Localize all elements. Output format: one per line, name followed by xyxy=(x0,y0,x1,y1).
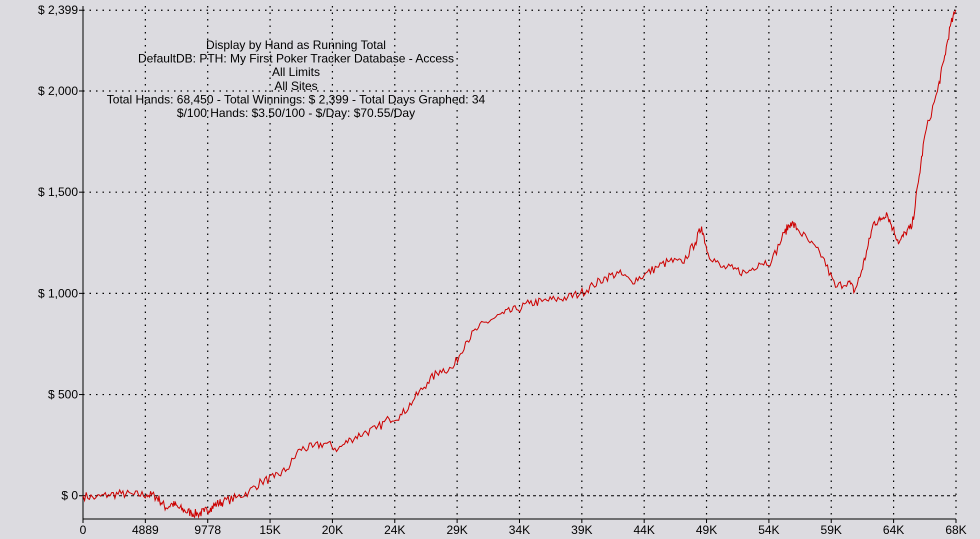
grid xyxy=(83,6,957,519)
y-tick-label: $ 1,500 xyxy=(38,185,78,199)
x-tick-label: 0 xyxy=(80,523,87,537)
y-tick-labels: $ 2,399 $ 2,000 $ 1,500 $ 1,000 $ 500 $ 0 xyxy=(38,3,78,502)
title-line: All Sites xyxy=(274,79,317,93)
x-tick-label: 29K xyxy=(446,523,467,537)
x-tick-label: 68K xyxy=(945,523,966,537)
chart-title-block: Display by Hand as Running TotalDefaultD… xyxy=(107,38,486,120)
y-tick-label: $ 2,399 xyxy=(38,3,78,17)
x-tick-label: 9778 xyxy=(194,523,221,537)
x-tick-label: 15K xyxy=(259,523,280,537)
title-line: Total Hands: 68,450 - Total Winnings: $ … xyxy=(107,92,486,106)
y-tick-label: $ 1,000 xyxy=(38,286,78,300)
title-line: DefaultDB: PTH: My First Poker Tracker D… xyxy=(138,52,454,66)
x-tick-label: 64K xyxy=(883,523,904,537)
x-tick-label: 34K xyxy=(509,523,530,537)
y-tick-label: $ 2,000 xyxy=(38,84,78,98)
y-tick-label: $ 500 xyxy=(48,388,78,402)
title-line: $/100 Hands: $3.50/100 - $/Day: $70.55/D… xyxy=(177,106,415,120)
x-tick-label: 20K xyxy=(322,523,343,537)
title-line: Display by Hand as Running Total xyxy=(206,38,386,52)
x-tick-label: 44K xyxy=(634,523,655,537)
x-tick-label: 59K xyxy=(821,523,842,537)
x-tick-label: 49K xyxy=(696,523,717,537)
x-tick-label: 4889 xyxy=(132,523,159,537)
title-line: All Limits xyxy=(272,65,320,79)
axes xyxy=(79,6,957,523)
x-tick-labels: 0 4889 9778 15K 20K 24K 29K 34K 39K 44K 49K 54K 59K 6… xyxy=(80,523,967,537)
x-tick-label: 39K xyxy=(571,523,592,537)
x-tick-label: 54K xyxy=(758,523,779,537)
series-line xyxy=(82,9,957,519)
series-layer xyxy=(82,9,957,519)
y-tick-label: $ 0 xyxy=(61,489,78,503)
x-tick-label: 24K xyxy=(384,523,405,537)
